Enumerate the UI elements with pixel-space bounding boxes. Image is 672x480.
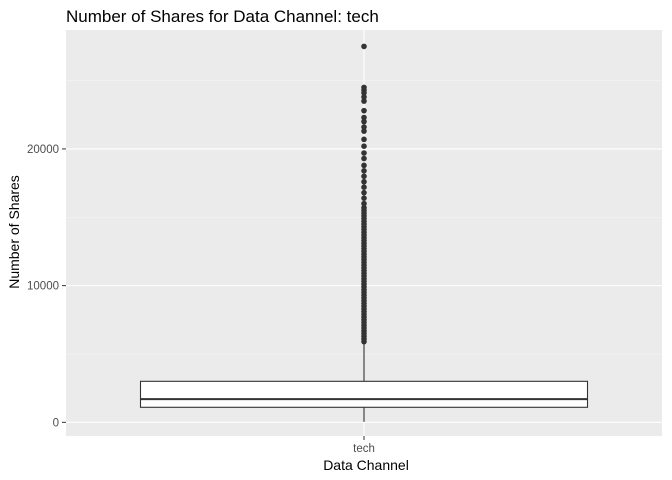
y-axis-title: Number of Shares: [6, 175, 22, 289]
outlier-point: [361, 94, 367, 100]
outlier-point: [361, 43, 367, 50]
outlier-point: [361, 150, 367, 156]
y-tick-label: 0: [53, 417, 59, 429]
outlier-point: [361, 143, 367, 149]
iqr-box: [139, 380, 589, 408]
y-tick-label: 20000: [27, 144, 59, 156]
outlier-point: [361, 155, 367, 162]
outlier-point: [361, 178, 367, 185]
outlier-point: [361, 128, 367, 134]
outlier-point: [361, 168, 367, 174]
outlier-point: [361, 136, 367, 143]
outlier-point: [361, 118, 367, 125]
outlier-point: [361, 189, 367, 196]
outlier-point: [361, 184, 367, 191]
y-tick-label: 10000: [27, 281, 59, 293]
box-layer: [139, 43, 589, 422]
x-tick-label: tech: [353, 443, 375, 455]
outlier-point: [361, 200, 367, 207]
outlier-point: [361, 173, 367, 180]
outlier-point: [361, 98, 367, 104]
box-group-tech: [139, 43, 589, 422]
outlier-point: [361, 84, 367, 91]
outlier-point: [361, 114, 367, 121]
outlier-point: [361, 195, 367, 201]
outlier-point: [361, 204, 367, 211]
outlier-point: [361, 107, 367, 114]
chart-title: Number of Shares for Data Channel: tech: [66, 7, 379, 26]
x-axis-title: Data Channel: [323, 457, 409, 473]
outlier-point: [361, 162, 367, 169]
x-axis: tech: [353, 436, 375, 455]
y-axis: 0 10000 20000: [27, 144, 66, 429]
outlier-point: [361, 124, 367, 130]
